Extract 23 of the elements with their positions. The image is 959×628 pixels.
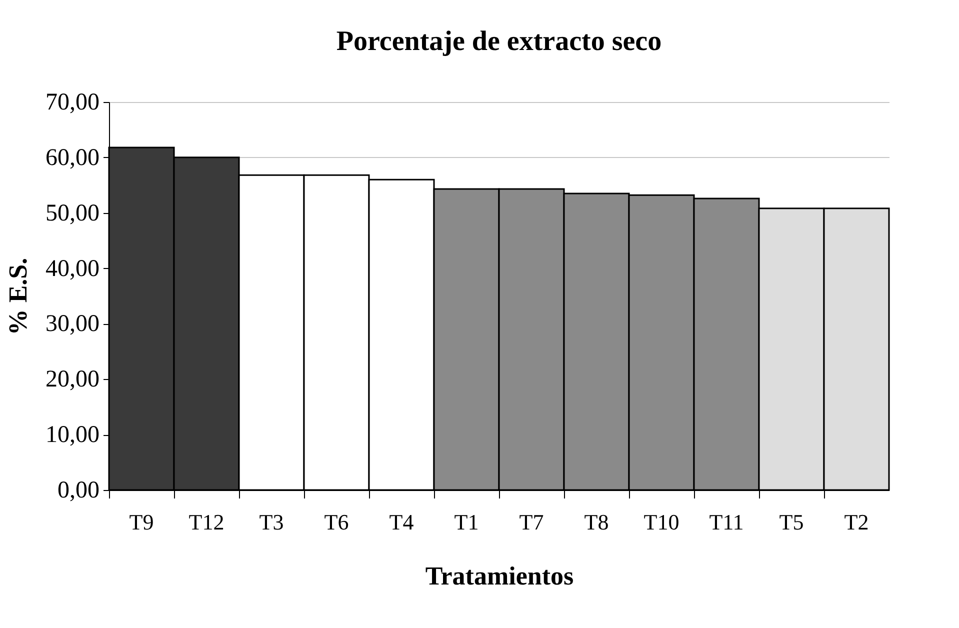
- x-tick-label: T8: [584, 510, 609, 534]
- x-tick-label: T10: [644, 510, 680, 534]
- x-tick-label: T2: [844, 510, 869, 534]
- y-tick-label: 70,00: [46, 90, 100, 116]
- y-tick-label: 10,00: [46, 422, 100, 448]
- x-tick-label: T12: [188, 510, 224, 534]
- x-tick-label: T4: [389, 510, 414, 534]
- y-tick-label: 40,00: [46, 256, 100, 282]
- y-tick-label: 0,00: [58, 478, 100, 504]
- y-tick-label: 20,00: [46, 366, 100, 393]
- x-tick-label: T11: [709, 510, 744, 534]
- y-tick-label: 60,00: [46, 144, 100, 171]
- y-axis-title: % E.S.: [4, 258, 32, 336]
- x-axis-title: Tratamientos: [425, 562, 574, 590]
- x-tick-label: T3: [259, 510, 284, 534]
- x-tick-label: T1: [454, 510, 479, 534]
- y-tick-label: 50,00: [46, 200, 100, 226]
- chart-title: Porcentaje de extracto seco: [336, 26, 662, 57]
- x-tick-label: T5: [779, 510, 804, 534]
- x-tick-label: T9: [129, 510, 154, 534]
- y-tick-label: 30,00: [46, 311, 100, 338]
- x-tick-label: T7: [519, 510, 544, 534]
- x-tick-label: T6: [324, 510, 349, 534]
